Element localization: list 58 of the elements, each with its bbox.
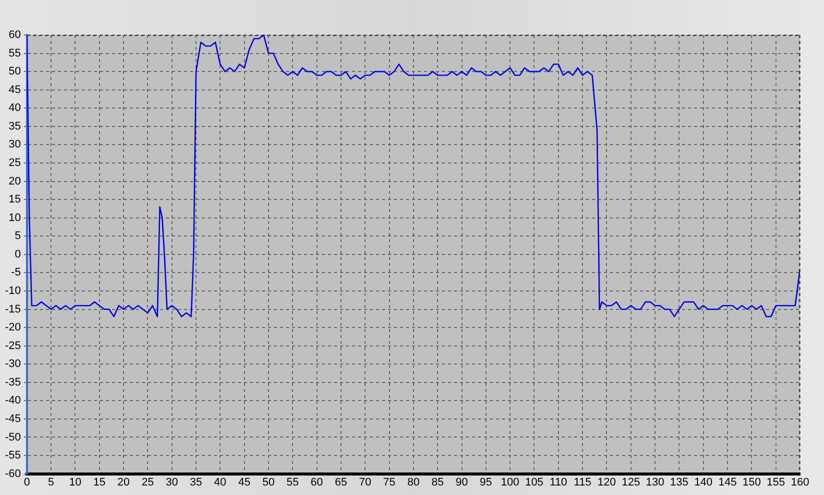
- x-tick-label: 120: [598, 476, 616, 488]
- x-tick-label: 40: [214, 476, 226, 488]
- x-tick-label: 85: [431, 476, 444, 488]
- x-tick-label: 25: [142, 476, 154, 488]
- x-tick-label: 90: [456, 476, 468, 488]
- x-tick-label: 0: [24, 476, 30, 488]
- x-tick-label: 160: [790, 476, 810, 488]
- y-tick-label: -10: [4, 285, 21, 297]
- x-tick-label: 15: [93, 476, 106, 488]
- x-tick-label: 80: [407, 476, 420, 488]
- x-tick-label: 95: [480, 476, 492, 488]
- x-tick-label: 155: [766, 476, 786, 488]
- x-tick-label: 75: [383, 476, 396, 488]
- x-tick-label: 20: [117, 476, 130, 488]
- y-tick-label: 0: [14, 248, 21, 260]
- y-tick-label: -30: [4, 358, 21, 370]
- x-tick-label: 130: [646, 476, 664, 488]
- x-tick-label: 140: [694, 476, 713, 488]
- y-tick-label: 20: [8, 175, 21, 188]
- x-tick-label: 30: [166, 476, 178, 488]
- y-tick-label: -35: [4, 376, 21, 388]
- y-tick-label: -50: [4, 431, 21, 444]
- y-tick-label: -60: [4, 468, 21, 480]
- y-tick-label: 45: [8, 84, 21, 96]
- x-tick-label: 115: [574, 476, 592, 488]
- y-tick-label: 35: [8, 120, 21, 132]
- x-tick-label: 105: [525, 476, 544, 488]
- y-tick-label: 30: [8, 138, 21, 151]
- y-tick-label: 50: [8, 66, 21, 78]
- x-tick-label: 45: [238, 476, 250, 488]
- x-tick-label: 10: [69, 476, 82, 488]
- x-tick-label: 55: [286, 476, 299, 488]
- x-tick-label: 110: [550, 476, 568, 488]
- x-tick-label: 65: [334, 476, 348, 488]
- x-tick-label: 70: [359, 476, 372, 488]
- y-tick-label: -20: [4, 322, 21, 334]
- x-tick-label: 50: [262, 476, 275, 488]
- y-tick-label: -25: [4, 340, 21, 352]
- y-tick-label: 25: [8, 157, 21, 170]
- y-tick-label: -45: [4, 412, 21, 425]
- y-tick-label: -15: [4, 303, 21, 316]
- x-tick-label: 5: [48, 476, 54, 488]
- y-tick-label: 40: [8, 102, 21, 114]
- y-tick-label: 5: [14, 230, 21, 242]
- y-tick-label: -5: [11, 266, 21, 279]
- x-tick-label: 60: [310, 476, 323, 488]
- x-tick-label: 150: [742, 476, 761, 488]
- y-tick-label: 15: [8, 194, 21, 206]
- x-tick-label: 100: [500, 476, 520, 488]
- x-tick-label: 35: [190, 476, 202, 488]
- x-tick-label: 145: [718, 476, 737, 488]
- y-tick-label: -40: [4, 394, 21, 407]
- y-tick-label: 60: [8, 29, 21, 42]
- x-tick-label: 135: [670, 476, 688, 488]
- y-tick-label: 10: [8, 212, 21, 224]
- x-tick-label: 125: [622, 476, 640, 488]
- y-tick-label: -55: [4, 450, 21, 462]
- y-tick-label: 55: [8, 47, 21, 60]
